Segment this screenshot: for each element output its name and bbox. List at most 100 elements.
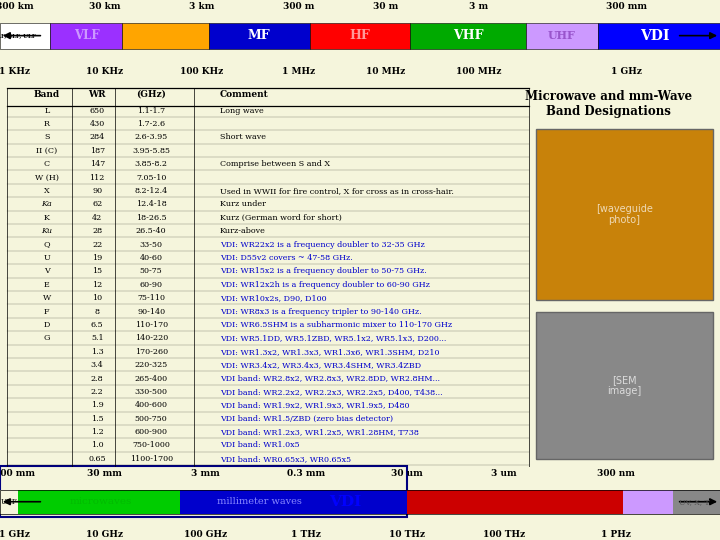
Text: 6.5: 6.5 bbox=[91, 321, 104, 329]
Bar bbox=[598, 23, 720, 49]
Text: VDI: WR15x2 is a frequency doubler to 50-75 GHz.: VDI: WR15x2 is a frequency doubler to 50… bbox=[220, 267, 426, 275]
Text: Kurz-above: Kurz-above bbox=[220, 227, 266, 235]
Text: (GHz): (GHz) bbox=[136, 90, 166, 99]
Text: W: W bbox=[42, 294, 51, 302]
Text: HF: HF bbox=[350, 29, 370, 42]
Text: VDI: WR22x2 is a frequency doubler to 32-35 GHz: VDI: WR22x2 is a frequency doubler to 32… bbox=[220, 241, 424, 248]
Text: 28: 28 bbox=[92, 227, 102, 235]
Text: 300 mm: 300 mm bbox=[0, 469, 35, 478]
Text: 1.5: 1.5 bbox=[91, 415, 104, 423]
Text: [waveguide
photo]: [waveguide photo] bbox=[596, 204, 653, 225]
Text: 22: 22 bbox=[92, 241, 102, 248]
Text: 30 km: 30 km bbox=[89, 2, 120, 11]
Text: Ka: Ka bbox=[42, 200, 52, 208]
Text: 12: 12 bbox=[92, 281, 102, 289]
Text: 1 GHz: 1 GHz bbox=[0, 530, 30, 538]
Text: Kurz under: Kurz under bbox=[220, 200, 266, 208]
Text: 140-220: 140-220 bbox=[135, 334, 168, 342]
Bar bbox=[180, 490, 407, 514]
Text: 3 mm: 3 mm bbox=[191, 469, 220, 478]
Text: VDI: D55v2 covers ~ 47-58 GHz.: VDI: D55v2 covers ~ 47-58 GHz. bbox=[220, 254, 352, 262]
Text: 75-110: 75-110 bbox=[138, 294, 165, 302]
Text: 3 km: 3 km bbox=[189, 2, 215, 11]
Bar bbox=[407, 490, 623, 514]
Text: VDI: WR1.3x2, WR1.3x3, WR1.3x6, WR1.3SHM, D210: VDI: WR1.3x2, WR1.3x3, WR1.3x6, WR1.3SHM… bbox=[220, 348, 439, 356]
Text: 1 KHz: 1 KHz bbox=[0, 67, 30, 76]
Text: 3.95-5.85: 3.95-5.85 bbox=[132, 147, 170, 155]
Text: 1.1-1.7: 1.1-1.7 bbox=[137, 107, 166, 114]
Text: K: K bbox=[44, 214, 50, 222]
Text: 62: 62 bbox=[92, 200, 102, 208]
Text: Microwave and mm-Wave
Band Designations: Microwave and mm-Wave Band Designations bbox=[525, 90, 692, 118]
Text: L: L bbox=[44, 107, 50, 114]
Bar bbox=[0, 465, 407, 517]
Text: 330-500: 330-500 bbox=[135, 388, 168, 396]
Bar bbox=[0, 23, 50, 49]
Text: 300 m: 300 m bbox=[283, 2, 315, 11]
Text: 430: 430 bbox=[89, 120, 105, 128]
Text: 1 GHz: 1 GHz bbox=[611, 67, 642, 76]
Text: UHF: UHF bbox=[548, 30, 575, 41]
Text: 90: 90 bbox=[92, 187, 102, 195]
Text: 40-60: 40-60 bbox=[140, 254, 163, 262]
Text: 100 KHz: 100 KHz bbox=[180, 67, 223, 76]
Text: G: G bbox=[43, 334, 50, 342]
Text: 12.4-18: 12.4-18 bbox=[136, 200, 166, 208]
Text: U: U bbox=[43, 254, 50, 262]
Text: 1 PHz: 1 PHz bbox=[600, 530, 631, 538]
Text: 1 THz: 1 THz bbox=[291, 530, 321, 538]
Text: VDI band: WR1.0x5: VDI band: WR1.0x5 bbox=[220, 442, 300, 449]
Text: 300 km: 300 km bbox=[0, 2, 33, 11]
Bar bbox=[122, 23, 209, 49]
Text: 220-325: 220-325 bbox=[135, 361, 168, 369]
Text: WR: WR bbox=[89, 90, 106, 99]
Bar bbox=[623, 490, 673, 514]
Text: 30 mm: 30 mm bbox=[87, 469, 122, 478]
Bar bbox=[0, 490, 720, 514]
Text: W (H): W (H) bbox=[35, 174, 59, 181]
Text: VDI: WR5.1DD, WR5.1ZBD, WR5.1x2, WR5.1x3, D200...: VDI: WR5.1DD, WR5.1ZBD, WR5.1x2, WR5.1x3… bbox=[220, 334, 446, 342]
Text: II (C): II (C) bbox=[36, 147, 58, 155]
Bar bbox=[673, 490, 720, 514]
Text: 7.05-10: 7.05-10 bbox=[136, 174, 166, 181]
Bar bbox=[310, 23, 410, 49]
Text: 0.65: 0.65 bbox=[89, 455, 106, 463]
Text: 10 GHz: 10 GHz bbox=[86, 530, 123, 538]
Text: 265-400: 265-400 bbox=[135, 375, 168, 382]
Text: 300 nm: 300 nm bbox=[597, 469, 634, 478]
Text: Short wave: Short wave bbox=[220, 133, 266, 141]
Text: 2.2: 2.2 bbox=[91, 388, 104, 396]
Text: VDI band: WR1.2x3, WR1.2x5, WR1.28HM, T738: VDI band: WR1.2x3, WR1.2x5, WR1.28HM, T7… bbox=[220, 428, 418, 436]
Bar bbox=[50, 23, 122, 49]
Text: 30 m: 30 m bbox=[372, 2, 398, 11]
Text: VDI band: WR0.65x3, WR0.65x5: VDI band: WR0.65x3, WR0.65x5 bbox=[220, 455, 351, 463]
Text: D: D bbox=[44, 321, 50, 329]
Text: Comprise between S and X: Comprise between S and X bbox=[220, 160, 330, 168]
Text: VHF: VHF bbox=[453, 29, 483, 42]
Text: UV, X, T: UV, X, T bbox=[680, 498, 710, 506]
Text: 5.1: 5.1 bbox=[91, 334, 104, 342]
Text: 1 MHz: 1 MHz bbox=[282, 67, 315, 76]
Text: VDI: WR6.5SHM is a subharmonic mixer to 110-170 GHz: VDI: WR6.5SHM is a subharmonic mixer to … bbox=[220, 321, 451, 329]
Text: 26.5-40: 26.5-40 bbox=[136, 227, 166, 235]
Text: VDI band: WR2.8x2, WR2.8x3, WR2.8DD, WR2.8HM...: VDI band: WR2.8x2, WR2.8x3, WR2.8DD, WR2… bbox=[220, 375, 440, 382]
Text: 60-90: 60-90 bbox=[140, 281, 163, 289]
Text: 30 um: 30 um bbox=[391, 469, 423, 478]
Text: 10 KHz: 10 KHz bbox=[86, 67, 123, 76]
Text: VLF: VLF bbox=[73, 29, 99, 42]
Text: 3.4: 3.4 bbox=[91, 361, 104, 369]
Text: 8: 8 bbox=[95, 308, 99, 315]
Text: 2.8: 2.8 bbox=[91, 375, 104, 382]
Text: S: S bbox=[44, 133, 50, 141]
Text: [SEM
image]: [SEM image] bbox=[608, 375, 642, 396]
Text: VDI: WR10x2s, D90, D100: VDI: WR10x2s, D90, D100 bbox=[220, 294, 326, 302]
Text: millimeter waves: millimeter waves bbox=[217, 497, 302, 506]
Text: Ku: Ku bbox=[41, 227, 53, 235]
Text: 187: 187 bbox=[89, 147, 105, 155]
Text: 112: 112 bbox=[89, 174, 105, 181]
Text: 10 THz: 10 THz bbox=[389, 530, 425, 538]
Text: ELF, SLF, ULF: ELF, SLF, ULF bbox=[0, 33, 36, 38]
Text: 0.3 mm: 0.3 mm bbox=[287, 469, 325, 478]
Text: VDI band: WR1.5/ZBD (zero bias detector): VDI band: WR1.5/ZBD (zero bias detector) bbox=[220, 415, 392, 423]
Text: 3 m: 3 m bbox=[469, 2, 488, 11]
